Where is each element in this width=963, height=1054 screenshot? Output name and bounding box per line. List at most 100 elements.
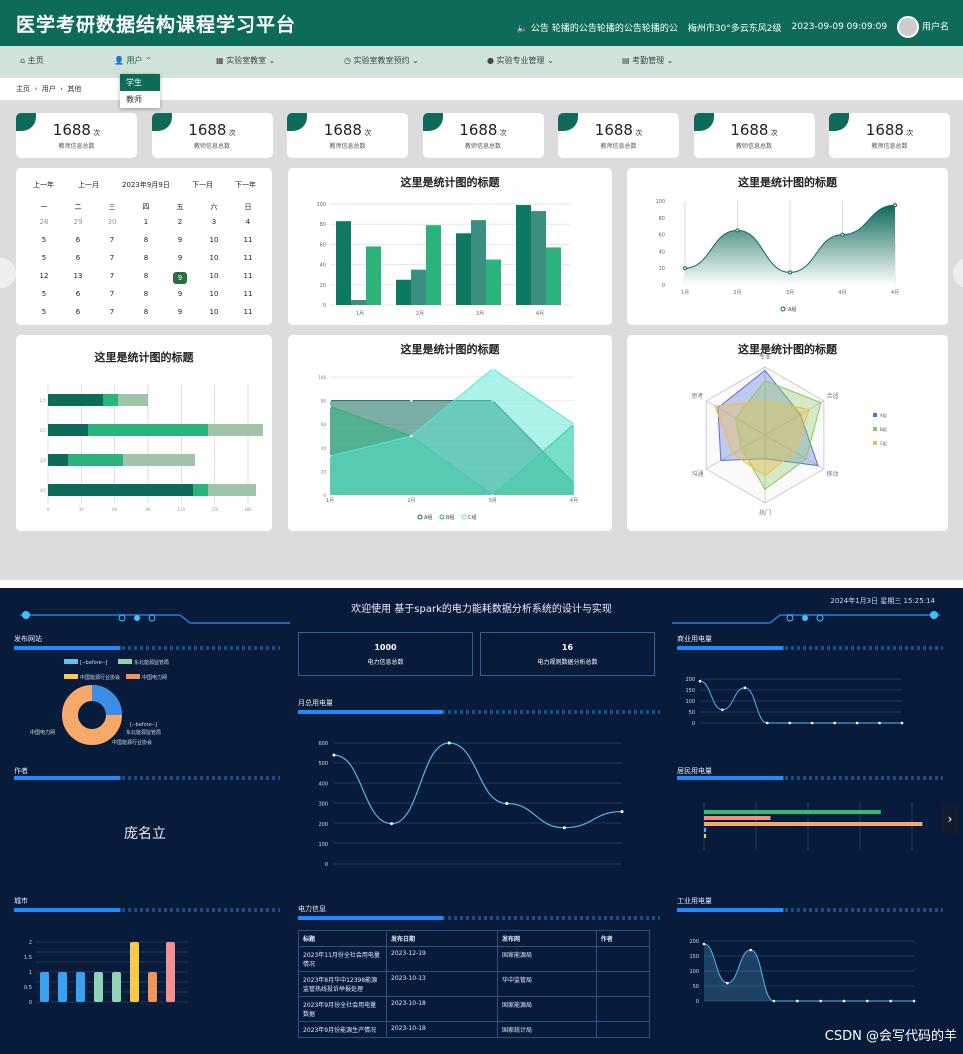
calendar-day[interactable]: 1 (143, 218, 149, 226)
bar (193, 484, 208, 496)
y-tick-label: 0.5 (24, 985, 32, 991)
y-tick-label: 200 (685, 677, 695, 683)
x-tick-label: 180 (244, 507, 252, 512)
dropdown-student[interactable]: 学生 (120, 74, 160, 91)
chart-bar-grouped: 这里是统计图的标题 0 20 40 60 80 100 1月 2月 3月 4月 (288, 168, 612, 325)
calendar-day[interactable]: 10 (209, 308, 219, 316)
next-arrow[interactable] (953, 258, 963, 288)
nav-lab-booking[interactable]: ◷ 实验室教室预约 ⌄ (344, 56, 419, 65)
calendar-day[interactable]: 11 (243, 308, 253, 316)
y-tick-label: 60 (321, 422, 327, 427)
bar (336, 221, 351, 305)
legend-marker (417, 514, 423, 520)
calendar-day[interactable]: 12 (39, 272, 49, 280)
y-tick-label: 400 (318, 781, 328, 787)
x-tick-label: 1月 (326, 498, 334, 504)
calendar-day[interactable]: 11 (243, 272, 253, 280)
calendar-day[interactable]: 8 (143, 272, 149, 280)
y-tick-label: 60 (320, 242, 326, 248)
prev-arrow[interactable] (0, 258, 16, 288)
table-cell: 2023-10-18 (385, 1021, 499, 1038)
next-month[interactable]: 下一月 (192, 181, 213, 189)
bar (704, 816, 771, 820)
table-row[interactable]: 2023年11月份全社会用电量情况 2023-12-19 国家能源局 (298, 946, 651, 972)
calendar-day[interactable]: 9 (177, 236, 183, 244)
x-tick-label: 1月 (681, 290, 689, 296)
calendar-day[interactable]: 7 (109, 272, 115, 280)
svg-text:[--before--]: [--before--] (130, 722, 157, 728)
radar-indicator: 沟通 (691, 470, 703, 478)
calendar-day[interactable]: 7 (109, 290, 115, 298)
calendar-day[interactable]: 3 (211, 218, 217, 226)
radar-indicator: 移动 (827, 470, 839, 478)
calendar-day[interactable]: 9 (177, 254, 183, 262)
calendar-day[interactable]: 10 (209, 290, 219, 298)
calendar-day[interactable]: 8 (143, 290, 149, 298)
data-point (562, 826, 566, 830)
radar-series (717, 369, 819, 467)
calendar-day[interactable]: 11 (243, 254, 253, 262)
data-point (328, 405, 332, 408)
calendar-day[interactable]: 2 (177, 218, 183, 226)
nav-lab-room[interactable]: ▦ 实验室教室 ⌄ (216, 56, 276, 65)
calendar-day[interactable]: 4 (245, 218, 251, 226)
svg-text:中国电力网: 中国电力网 (142, 674, 167, 681)
next-arrow[interactable]: › (941, 804, 959, 834)
prev-month[interactable]: 上一月 (78, 181, 99, 189)
calendar-day[interactable]: 8 (143, 236, 149, 244)
y-tick-label: 80 (321, 399, 327, 404)
crumb-home[interactable]: 主页 (16, 85, 30, 93)
calendar-day[interactable]: 7 (109, 254, 115, 262)
calendar-day[interactable]: 28 (39, 218, 49, 226)
bar (704, 822, 923, 826)
table-row[interactable]: 2023年8月华中12398能源监管热线投诉举报处理 2023-10-13 华中监管… (298, 971, 651, 997)
calendar-day[interactable]: 9 (173, 272, 187, 284)
calendar-day[interactable]: 9 (177, 290, 183, 298)
calendar-day[interactable]: 9 (177, 308, 183, 316)
nav-attendance[interactable]: ▤ 考勤管理 ⌄ (622, 56, 674, 65)
calendar-day[interactable]: 8 (143, 254, 149, 262)
notice[interactable]: 🔈 公告 轮播的公告轮播的公告轮播的公 (516, 23, 678, 34)
table-row[interactable]: 2023年9月份能源生产情况 2023-10-18 国家统计局 (298, 1021, 651, 1038)
y-tick-label: 20 (321, 469, 327, 474)
calendar-day[interactable]: 11 (243, 236, 253, 244)
calendar-day[interactable]: 5 (41, 308, 47, 316)
stat-card: 1688 次教师信息总数 (558, 113, 679, 158)
calendar-day[interactable]: 10 (209, 254, 219, 262)
prev-year[interactable]: 上一年 (33, 181, 54, 189)
nav-major[interactable]: ● 实验专业管理 ⌄ (487, 56, 554, 65)
column-header: 发布网 (497, 930, 597, 947)
calendar-day[interactable]: 13 (73, 272, 83, 280)
table-row[interactable]: 2023年9月份全社会用电量数据 2023-10-18 国家能源局 (298, 996, 651, 1022)
calendar-day[interactable]: 5 (41, 254, 47, 262)
calendar-day[interactable]: 6 (75, 236, 81, 244)
calendar: 上一年 上一月 2023年9月9日 下一月 下一年 一二三四五六日 28 29 30 1… (16, 168, 272, 325)
series-line (703, 943, 914, 1002)
user-menu[interactable]: 用户名 (897, 16, 949, 38)
y-tick-label: 200 (689, 939, 699, 945)
dropdown-teacher[interactable]: 教师 (126, 95, 142, 104)
nav-user[interactable]: 👤 用户 ⌃ (114, 56, 152, 65)
svg-text:中国能源行业协会: 中国能源行业协会 (112, 739, 152, 746)
calendar-day[interactable]: 6 (75, 308, 81, 316)
calendar-day[interactable]: 10 (209, 236, 219, 244)
calendar-day[interactable]: 29 (73, 218, 83, 226)
bar (166, 942, 175, 1002)
next-year[interactable]: 下一年 (235, 181, 256, 189)
calendar-day[interactable]: 7 (109, 236, 115, 244)
data-point (866, 999, 869, 1003)
calendar-day[interactable]: 6 (75, 290, 81, 298)
calendar-day[interactable]: 5 (41, 236, 47, 244)
calendar-day[interactable]: 7 (109, 308, 115, 316)
calendar-day[interactable]: 5 (41, 290, 47, 298)
data-point (749, 948, 752, 952)
nav-home[interactable]: ⌂ 主页 (20, 56, 44, 65)
calendar-day[interactable]: 10 (209, 272, 219, 280)
calendar-day[interactable]: 11 (243, 290, 253, 298)
kpi-info-total: 1000 电力信息总数 (298, 632, 473, 676)
calendar-day[interactable]: 30 (107, 218, 117, 226)
stat-label: 教师信息总数 (600, 143, 637, 150)
crumb-user[interactable]: 用户 (41, 85, 56, 93)
calendar-day[interactable]: 8 (143, 308, 149, 316)
calendar-day[interactable]: 6 (75, 254, 81, 262)
